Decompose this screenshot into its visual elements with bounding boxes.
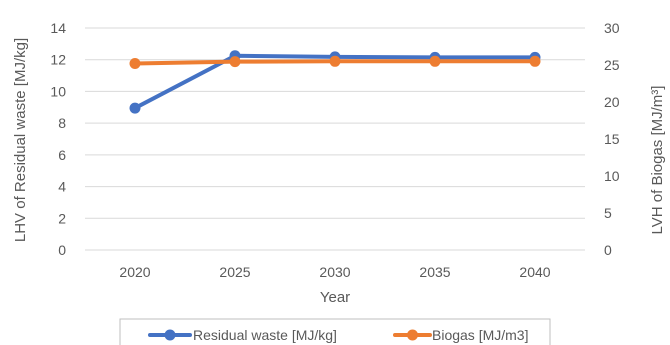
left-axis-tick-label: 4 <box>58 179 66 195</box>
right-axis-tick-label: 10 <box>604 168 620 184</box>
x-axis-tick-label: 2040 <box>519 264 550 280</box>
left-axis-tick-label: 0 <box>58 242 66 258</box>
data-point <box>129 102 141 114</box>
legend-label: Residual waste [MJ/kg] <box>193 327 337 343</box>
data-point <box>329 55 341 67</box>
right-axis-tick-label: 30 <box>604 20 620 36</box>
legend-swatch-marker <box>407 329 418 341</box>
legend-swatch-marker <box>164 329 176 341</box>
legend: Residual waste [MJ/kg] Biogas [MJ/m3] <box>119 318 551 345</box>
x-axis-tick-label: 2030 <box>319 264 350 280</box>
legend-box <box>119 318 551 345</box>
data-point <box>529 55 541 67</box>
left-axis-tick-label: 8 <box>58 115 66 131</box>
x-axis-ticks: 2020 2025 2030 2035 2040 <box>119 264 550 280</box>
right-axis-ticks: 0 5 10 15 20 25 30 <box>604 20 620 258</box>
data-point <box>429 55 441 67</box>
x-axis-tick-label: 2020 <box>119 264 150 280</box>
left-axis-tick-label: 14 <box>50 20 66 36</box>
left-axis-title: LHV of Residual waste [MJ/kg] <box>12 38 29 242</box>
left-axis-tick-label: 6 <box>58 147 66 163</box>
x-axis-tick-label: 2025 <box>219 264 250 280</box>
data-point <box>229 56 241 68</box>
left-axis-ticks: 0 2 4 6 8 10 12 14 <box>50 20 66 258</box>
data-point <box>129 58 141 70</box>
right-axis-tick-label: 0 <box>604 242 612 258</box>
x-axis-title: Year <box>320 289 350 306</box>
right-axis-tick-label: 15 <box>604 131 620 147</box>
right-axis-tick-label: 20 <box>604 94 620 110</box>
right-axis-title: LVH of Biogas [MJ/m³] <box>649 86 666 235</box>
left-axis-tick-label: 12 <box>50 52 66 68</box>
left-axis-tick-label: 2 <box>58 210 66 226</box>
legend-label: Biogas [MJ/m3] <box>432 327 528 343</box>
right-axis-tick-label: 25 <box>604 57 620 73</box>
series-group <box>129 50 541 114</box>
right-axis-tick-label: 5 <box>604 205 612 221</box>
left-axis-tick-label: 10 <box>50 83 66 99</box>
x-axis-tick-label: 2035 <box>419 264 450 280</box>
